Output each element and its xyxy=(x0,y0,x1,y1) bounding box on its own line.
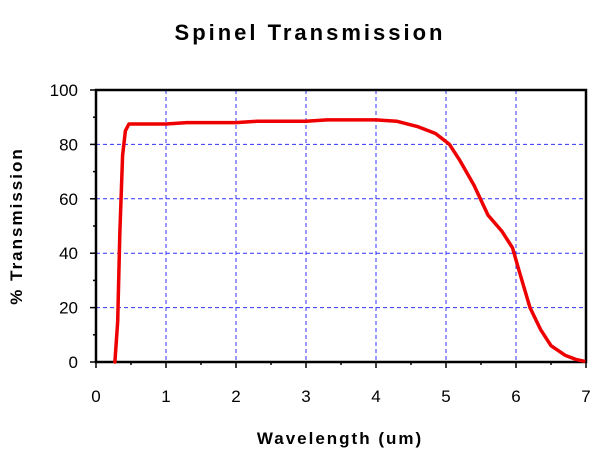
y-tick-labels: 0 20 40 60 80 100 xyxy=(50,81,78,372)
x-tick-label: 4 xyxy=(371,387,380,406)
x-tick-label: 1 xyxy=(161,387,170,406)
tick-marks xyxy=(90,89,587,368)
x-tick-label: 5 xyxy=(441,387,450,406)
x-tick-label: 6 xyxy=(511,387,520,406)
y-tick-label: 80 xyxy=(59,135,78,154)
x-tick-label: 7 xyxy=(581,387,590,406)
y-tick-label: 100 xyxy=(50,81,78,100)
y-tick-label: 60 xyxy=(59,190,78,209)
x-axis-label: Wavelength (um) xyxy=(257,429,423,448)
series-line xyxy=(113,118,586,364)
y-tick-label: 40 xyxy=(59,244,78,263)
x-tick-label: 3 xyxy=(301,387,310,406)
x-tick-label: 2 xyxy=(231,387,240,406)
grid xyxy=(96,90,586,362)
y-tick-label: 20 xyxy=(59,299,78,318)
x-tick-label: 0 xyxy=(91,387,100,406)
y-tick-label: 0 xyxy=(69,353,78,372)
plot-frame xyxy=(94,88,588,364)
x-tick-labels: 0 1 2 3 4 5 6 7 xyxy=(91,387,590,406)
y-axis-label: % Transmission xyxy=(7,147,26,304)
chart-title: Spinel Transmission xyxy=(175,20,446,45)
